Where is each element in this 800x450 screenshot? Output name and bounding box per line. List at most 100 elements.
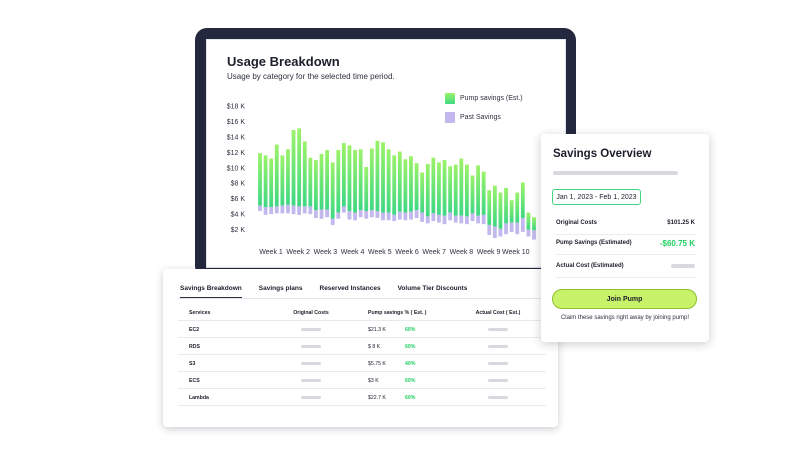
past-savings-bar [425,216,430,224]
header-pump-savings: Pump savings % ( Est. ) [368,310,427,316]
usage-subtitle: Usage by category for the selected time … [227,72,395,81]
past-savings-bar [403,212,408,221]
pump-savings-bar [431,157,436,214]
actual-cost-placeholder [488,396,508,399]
row-savings-percent: 60% [405,343,416,350]
pump-savings-value: -$60.75 K [659,238,695,248]
pump-savings-bar [504,187,508,224]
row-original-cost [281,355,341,372]
pump-savings-bar [409,156,413,212]
row-pump-savings: $5.75 K [368,360,386,367]
row-savings-percent: 60% [405,326,416,333]
row-actual-cost [463,355,533,372]
x-tick-label: Week 10 [502,249,530,256]
y-tick-label: $18 K [227,104,246,111]
row-savings-percent: 40% [405,360,416,367]
row-actual-cost [463,321,533,338]
pump-savings-bar [476,165,480,216]
past-savings-bar [414,210,419,218]
past-savings-bar [442,215,447,225]
past-savings-bar [364,211,369,219]
past-savings-bar [330,218,335,225]
x-tick-label: Week 8 [450,249,474,256]
pump-savings-bar [263,155,268,208]
past-savings-bar [308,206,313,215]
date-range-button[interactable]: Jan 1, 2023 - Feb 1, 2023 [552,189,641,205]
actual-cost-placeholder [488,328,508,331]
y-tick-label: $10 K [227,165,246,172]
y-tick-label: $2 K [231,227,246,234]
overview-title: Savings Overview [553,148,652,160]
legend-swatch-past [445,111,455,123]
table-row: S3 $5.75 K 40% [178,354,546,371]
header-original-costs: Original Costs [293,310,329,316]
table-row: RDS $ 8 K 60% [178,337,546,354]
pump-savings-bar [291,129,296,206]
table-row: ECS $3 K 60% [178,371,546,388]
pump-savings-bar [509,200,514,223]
y-tick-label: $6 K [231,196,246,203]
tabs-divider [178,298,546,299]
savings-table-card: Savings Breakdown Savings plans Reserved… [163,269,558,427]
x-tick-label: Week 1 [259,249,283,256]
savings-overview-card: Savings Overview Jan 1, 2023 - Feb 1, 20… [541,134,709,342]
pump-savings-bar [274,144,279,207]
x-tick-label: Week 3 [314,249,338,256]
pump-savings-bar [297,128,302,207]
legend-swatch-pump [445,92,455,104]
pump-savings-bar [459,158,464,216]
y-tick-label: $16 K [227,119,246,126]
pump-savings-bar [308,157,313,207]
pump-savings-bar [464,164,469,217]
past-savings-bar [392,214,397,222]
past-savings-bar [487,224,492,235]
past-savings-bar [358,210,363,218]
past-savings-bar [526,229,531,237]
past-savings-bar [437,214,441,223]
row-service: S3 [189,360,196,367]
y-tick-label: $12 K [227,150,246,157]
header-services: Services [189,310,211,316]
x-tick-label: Week 5 [368,249,392,256]
tab-savings-plans[interactable]: Savings plans [258,285,303,292]
row-actual-cost [463,389,533,406]
past-savings-bar [269,207,274,215]
row-savings-percent: 60% [405,394,416,401]
usage-breakdown-panel: Usage Breakdown Usage by category for th… [206,39,566,268]
x-tick-label: Week 6 [395,249,419,256]
row-service: RDS [189,343,200,350]
past-savings-bar [302,206,307,214]
pump-savings-bar [386,149,391,213]
pump-savings-row: Pump Savings (Estimated) -$60.75 K [556,233,697,255]
join-pump-button[interactable]: Join Pump [552,289,697,309]
row-pump-savings: $22.7 K [368,394,386,401]
pump-savings-bar [425,163,430,217]
pump-savings-bar [269,158,274,208]
tab-reserved-instances[interactable]: Reserved Instances [319,285,381,292]
tab-savings-breakdown[interactable]: Savings Breakdown [180,285,242,298]
past-savings-bar [381,212,385,221]
original-cost-placeholder [301,379,321,382]
past-savings-bar [409,211,413,220]
past-savings-bar [420,212,425,222]
row-actual-cost [463,338,533,355]
original-costs-row: Original Costs $101.25 K [556,213,697,235]
past-savings-bar [336,212,341,219]
past-savings-bar [319,209,324,219]
original-cost-placeholder [301,345,321,348]
claim-text: Claim these savings right away by joinin… [560,315,690,321]
pump-savings-bar [375,140,380,212]
row-original-cost [281,372,341,389]
pump-savings-bar [280,155,285,206]
pump-savings-bar [420,172,425,213]
pump-savings-bar [515,192,520,223]
past-savings-bar [369,210,374,218]
overview-loading-bar [553,171,678,175]
usage-title: Usage Breakdown [227,54,340,69]
x-tick-label: Week 9 [477,249,501,256]
past-savings-bar [263,207,268,215]
usage-chart: $18 K $16 K $14 K $12 K $10 K $8 K $6 K $4 K $2 … [227,104,536,256]
pump-savings-bar [325,150,330,210]
tab-volume-tier-discounts[interactable]: Volume Tier Discounts [397,285,468,292]
